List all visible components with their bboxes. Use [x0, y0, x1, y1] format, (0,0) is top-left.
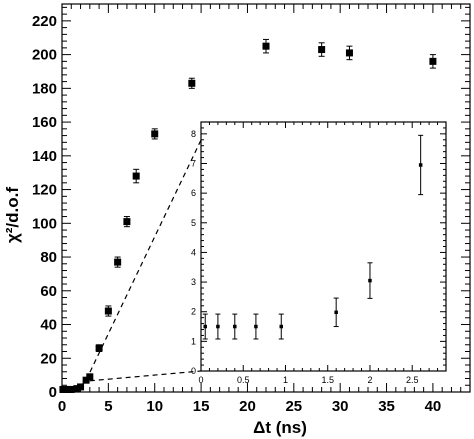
- inset-x-tick-label: 1.5: [321, 375, 334, 385]
- inset-y-tick-label: 4: [191, 247, 196, 257]
- zoom-line-upper: [85, 139, 202, 381]
- main-x-tick-label: 10: [146, 398, 163, 415]
- zoom-line-lower: [89, 370, 202, 382]
- main-data-point: [77, 383, 85, 391]
- main-y-tick-label: 40: [40, 317, 57, 334]
- inset-y-tick-label: 3: [191, 277, 196, 287]
- main-y-tick-label: 200: [32, 47, 57, 64]
- main-data-point: [188, 79, 196, 87]
- inset-data-point: [279, 324, 284, 329]
- main-data-point: [73, 385, 81, 393]
- main-data-point: [132, 172, 140, 180]
- inset-y-tick-label: 2: [191, 307, 196, 317]
- inset-y-tick-label: 5: [191, 218, 196, 228]
- main-x-tick-label: 0: [58, 398, 66, 415]
- inset-y-tick-label: 6: [191, 188, 196, 198]
- zoom-connector-lines: [85, 139, 202, 382]
- inset-x-tick-label: 0: [198, 375, 203, 385]
- main-data-point: [123, 218, 131, 226]
- main-x-tick-label: 20: [239, 398, 256, 415]
- inset-y-tick-label: 7: [191, 159, 196, 169]
- inset-x-tick-label: 1: [283, 375, 288, 385]
- main-y-tick-label: 0: [49, 384, 57, 401]
- main-y-tick-label: 180: [32, 80, 57, 97]
- main-y-tick-label: 100: [32, 215, 57, 232]
- main-data-point: [429, 57, 437, 65]
- main-data-point: [151, 130, 159, 138]
- main-data-point: [318, 46, 326, 54]
- main-data-point: [67, 385, 75, 393]
- inset-y-tick-label: 0: [191, 366, 196, 376]
- main-data-point: [345, 49, 353, 57]
- main-y-tick-label: 140: [32, 148, 57, 165]
- inset-data-point: [418, 163, 423, 167]
- main-data-point: [86, 373, 94, 381]
- main-y-tick-label: 80: [40, 249, 57, 266]
- inset-x-tick-label: 0.5: [237, 375, 250, 385]
- inset-data-point: [254, 324, 258, 329]
- main-y-tick-label: 60: [40, 283, 57, 300]
- inset-data-point: [203, 324, 207, 329]
- main-x-tick-label: 15: [193, 398, 210, 415]
- main-y-tick-label: 160: [32, 114, 57, 131]
- main-y-tick-label: 220: [32, 13, 57, 30]
- y-axis-label: χ²/d.o.f: [3, 187, 22, 243]
- inset-y-tick-label: 1: [191, 336, 196, 346]
- inset-data-point: [368, 278, 372, 283]
- main-x-tick-label: 30: [332, 398, 349, 415]
- x-axis-label: Δt (ns): [253, 418, 307, 437]
- main-data-point: [95, 344, 103, 352]
- inset-data-point: [233, 324, 237, 329]
- main-x-tick-label: 40: [425, 398, 442, 415]
- inset-y-tick-label: 8: [191, 129, 196, 139]
- main-x-tick-label: 25: [285, 398, 302, 415]
- main-plot: 0 5 10 15 20 25 30 35 40020406080100120140160180…: [32, 3, 471, 415]
- main-y-tick-label: 20: [40, 350, 57, 367]
- inset-x-tick-label: 2: [367, 375, 372, 385]
- inset-plot: 0 0.5 1 1.5 2 2.5 0 1 2 3 4 5 6 7 8: [191, 121, 447, 385]
- main-x-tick-label: 5: [104, 398, 112, 415]
- main-y-tick-label: 120: [32, 182, 57, 199]
- main-data-point: [104, 307, 112, 315]
- main-data-point: [114, 258, 122, 266]
- inset-data-point: [216, 324, 220, 329]
- inset-data-point: [334, 310, 338, 315]
- inset-plot-background: [201, 122, 446, 371]
- inset-x-tick-label: 2.5: [406, 375, 419, 385]
- main-x-tick-label: 35: [378, 398, 395, 415]
- main-data-point: [262, 42, 270, 50]
